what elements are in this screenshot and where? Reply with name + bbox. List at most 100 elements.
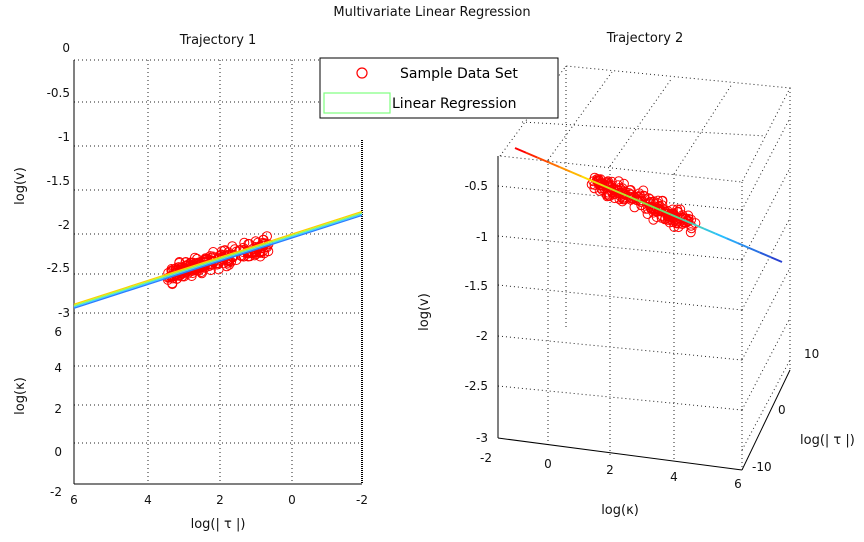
chart2-data-point	[624, 191, 635, 202]
chart1-ztick: 2	[54, 402, 62, 416]
chart2-regression-segment	[581, 175, 594, 183]
chart2-data-point	[667, 204, 678, 215]
chart2-data-point	[673, 222, 684, 233]
chart2-ytick: -0.5	[465, 179, 488, 193]
chart1-data-point	[213, 264, 224, 275]
chart2-data-point	[617, 196, 628, 207]
chart2-regression-segment	[759, 251, 772, 259]
chart2-ztick: 0	[778, 403, 786, 417]
chart2-zlabel: log(| τ |)	[800, 433, 855, 448]
chart2-ytick: -2	[476, 329, 488, 343]
chart2-scatter-points	[586, 172, 701, 238]
chart1-ztick: 4	[54, 361, 62, 375]
chart2-regression-segment	[648, 204, 661, 211]
chart2-regression-segment	[614, 189, 627, 197]
chart2-regression-segment	[625, 194, 638, 202]
chart1-title: Trajectory 1	[179, 33, 257, 48]
chart1-ytick: -2	[58, 218, 70, 232]
chart1-data-point	[208, 247, 219, 257]
chart-trajectory-2: Trajectory 2	[417, 31, 855, 518]
chart2-data-point	[639, 191, 650, 202]
chart1-xtick: 4	[144, 493, 152, 507]
figure-title: Multivariate Linear Regression	[333, 5, 530, 20]
chart1-xlabel: log(| τ |)	[191, 517, 246, 532]
chart2-xtick: -2	[480, 451, 492, 465]
chart2-regression-segment	[603, 185, 616, 192]
chart1-regression-segment	[73, 214, 363, 309]
chart2-ztick: 10	[804, 347, 819, 361]
chart2-data-point	[642, 209, 653, 219]
chart2-data-point	[618, 178, 629, 189]
chart1-xtick: 6	[70, 493, 78, 507]
chart2-ytick: -3	[476, 431, 488, 445]
chart1-ztick: -2	[50, 485, 62, 499]
chart1-zlabel: log(κ)	[13, 377, 28, 415]
chart1-data-point	[249, 250, 260, 261]
chart2-regression-segment	[692, 223, 705, 230]
chart2-regression-line	[514, 147, 783, 263]
chart2-data-point	[617, 183, 628, 194]
chart1-grid	[74, 59, 362, 484]
chart2-data-point	[638, 185, 649, 196]
chart2-data-point	[685, 227, 696, 238]
chart1-ytick: -2.5	[47, 261, 70, 275]
chart2-xtick: 4	[670, 470, 678, 484]
legend-line-icon	[323, 92, 391, 114]
chart-trajectory-1: Trajectory 1 0 -0.5 -1 -1.5 -2 -2.5 -3	[13, 33, 368, 532]
chart2-ztick: -10	[752, 460, 772, 474]
chart1-ztick: 6	[54, 325, 62, 339]
chart2-title: Trajectory 2	[606, 31, 684, 46]
legend-label-sample: Sample Data Set	[400, 66, 518, 82]
chart1-ytick: -1	[58, 130, 70, 144]
chart2-regression-segment	[570, 170, 583, 178]
chart2-regression-segment	[525, 151, 538, 159]
chart1-ytick: -1.5	[47, 174, 70, 188]
chart1-xtick: 0	[288, 493, 296, 507]
chart2-ytick: -2.5	[465, 379, 488, 393]
chart2-data-point	[683, 213, 694, 224]
chart2-regression-segment	[670, 213, 683, 221]
chart2-data-point	[655, 204, 665, 215]
legend: Sample Data Set Linear Regression	[319, 57, 559, 119]
chart2-data-point	[657, 195, 668, 206]
chart2-regression-segment	[547, 161, 560, 168]
chart2-regression-segment	[659, 208, 672, 216]
chart2-data-point	[653, 195, 663, 206]
chart2-regression-segment	[714, 232, 727, 240]
chart2-bottom-axis	[497, 437, 743, 471]
chart2-ytick: -1	[476, 230, 488, 244]
chart2-regression-segment	[536, 156, 549, 164]
chart1-data-point	[224, 259, 235, 270]
chart2-xtick: 0	[544, 457, 552, 471]
chart2-regression-segment	[681, 218, 694, 225]
chart2-regression-segment	[737, 242, 750, 249]
chart2-regression-segment	[592, 180, 605, 187]
chart2-regression-segment	[770, 256, 783, 263]
chart1-regression-segment	[73, 213, 363, 308]
chart2-box-grid	[497, 65, 791, 470]
chart1-xtick: 2	[216, 493, 224, 507]
chart1-ytick: -0.5	[47, 86, 70, 100]
chart2-depth-axis	[741, 369, 791, 471]
chart1-xtick: -2	[356, 493, 368, 507]
chart2-data-point	[617, 188, 628, 199]
chart2-regression-segment	[748, 246, 761, 254]
chart1-ztick: 0	[54, 445, 62, 459]
legend-label-regression: Linear Regression	[392, 96, 517, 112]
chart2-regression-segment	[514, 147, 527, 154]
chart2-xtick: 6	[734, 477, 742, 491]
chart1-regression-segment	[73, 212, 363, 307]
chart2-regression-segment	[703, 227, 716, 235]
chart2-ytick: -1.5	[465, 279, 488, 293]
chart1-regression-line	[73, 210, 363, 309]
chart1-regression-segment	[73, 210, 363, 305]
chart2-data-point	[660, 206, 671, 217]
chart1-ytick: 0	[62, 41, 70, 55]
legend-circle-icon	[356, 67, 368, 79]
chart2-data-point	[644, 194, 655, 205]
chart2-xlabel: log(κ)	[601, 503, 639, 518]
chart2-regression-segment	[559, 166, 572, 173]
chart2-regression-segment	[636, 199, 649, 206]
chart1-ylabel: log(v)	[13, 167, 28, 205]
